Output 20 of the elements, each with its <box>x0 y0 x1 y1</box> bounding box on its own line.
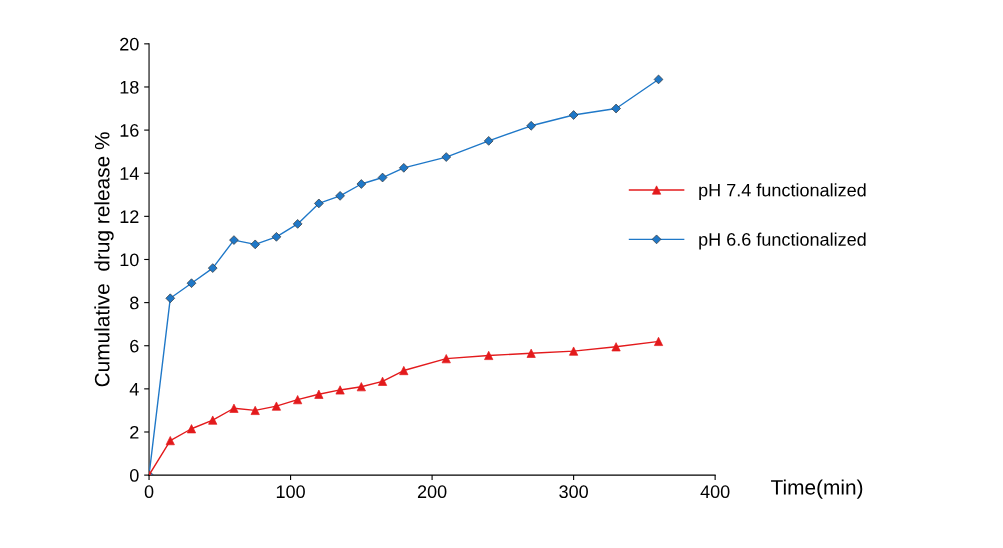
legend-label: pH 6.6 functionalized <box>699 232 866 250</box>
y-tick-label: 14 <box>120 167 139 180</box>
y-tick-label: 4 <box>129 382 139 396</box>
y-tick-label: 0 <box>129 469 139 482</box>
y-tick-label: 2 <box>130 425 139 439</box>
y-tick-label: 8 <box>130 296 139 310</box>
x-tick-label: 400 <box>700 485 730 499</box>
y-tick-label: 6 <box>130 339 139 353</box>
legend-label: pH 7.4 functionalized <box>699 183 866 201</box>
x-tick-label: 200 <box>417 485 447 499</box>
y-tick-label: 20 <box>120 37 139 51</box>
y-tick-label: 18 <box>120 80 139 94</box>
x-tick-label: 100 <box>276 485 305 499</box>
y-axis-title: Cumulative drug release % <box>94 132 114 387</box>
x-tick-label: 0 <box>144 485 154 499</box>
x-tick-label: 300 <box>559 485 588 499</box>
y-tick-label: 12 <box>120 210 139 223</box>
x-axis-title: Time(min) <box>771 479 863 499</box>
y-tick-label: 16 <box>120 124 139 137</box>
y-tick-label: 10 <box>120 253 139 267</box>
